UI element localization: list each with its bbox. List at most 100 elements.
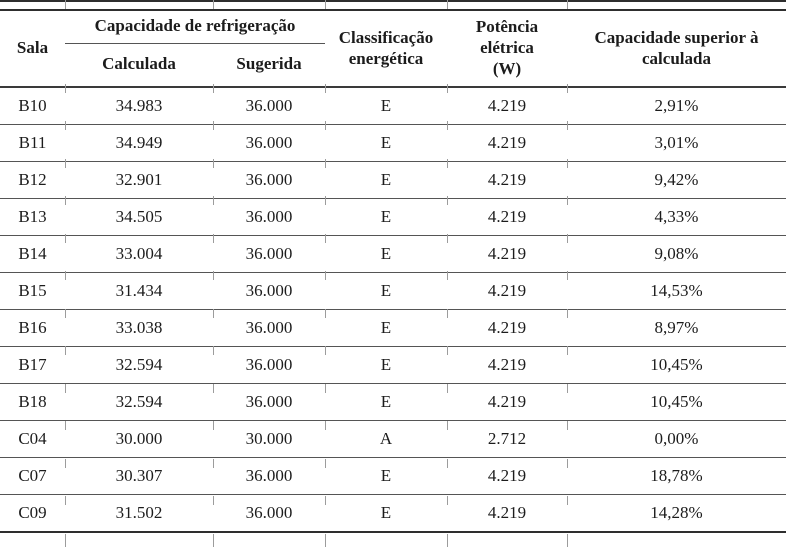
column-header-potencia-eletrica: Potência elétrica (W) [447, 10, 567, 88]
cell-capacidade-superior: 8,97% [567, 309, 786, 347]
column-boundary-tick [65, 121, 66, 130]
column-group-capacidade-refrigeracao: Capacidade de refrigeração [65, 10, 325, 44]
column-boundary-tick [447, 196, 448, 205]
cell-classificacao-energetica: E [325, 346, 447, 384]
table-header: Sala Capacidade de refrigeração Classifi… [0, 10, 786, 88]
column-boundary-tick [325, 233, 326, 243]
cell-capacidade-calculada: 34.983 [65, 86, 213, 125]
column-boundary-tick [447, 346, 448, 355]
table-row: C04 30.000 30.000 A 2.712 0,00% [0, 420, 786, 458]
cell-classificacao-energetica: E [325, 124, 447, 162]
column-boundary-tick [447, 121, 448, 130]
cell-sala: C07 [0, 457, 65, 495]
cell-classificacao-energetica: E [325, 161, 447, 199]
cell-capacidade-sugerida: 36.000 [213, 309, 325, 347]
cell-potencia-eletrica: 4.219 [447, 124, 567, 162]
cell-capacidade-calculada: 33.038 [65, 309, 213, 347]
column-boundary-tick [65, 158, 66, 168]
cell-capacidade-superior: 4,33% [567, 198, 786, 236]
cell-potencia-eletrica: 4.219 [447, 457, 567, 495]
column-boundary-tick [65, 233, 66, 243]
cell-capacidade-sugerida: 36.000 [213, 272, 325, 310]
cell-capacidade-sugerida: 36.000 [213, 457, 325, 495]
column-boundary-tick [567, 496, 568, 505]
column-boundary-tick [447, 458, 448, 468]
cell-sala: C04 [0, 420, 65, 458]
table-body: B10 34.983 36.000 E 4.219 2,91% B11 34.9… [0, 86, 786, 532]
table-row: C07 30.307 36.000 E 4.219 18,78% [0, 457, 786, 495]
cell-classificacao-energetica: E [325, 494, 447, 532]
cell-classificacao-energetica: A [325, 420, 447, 458]
column-boundary-tick [325, 308, 326, 318]
cell-potencia-eletrica: 4.219 [447, 161, 567, 199]
column-boundary-tick [447, 158, 448, 168]
column-boundary-tick [213, 308, 214, 318]
cell-potencia-eletrica: 4.219 [447, 86, 567, 125]
column-boundary-tick [325, 121, 326, 130]
column-boundary-tick [447, 421, 448, 430]
column-boundary-tick [213, 383, 214, 393]
column-boundary-tick [447, 271, 448, 280]
column-boundary-tick [325, 0, 326, 9]
cell-sala: B18 [0, 383, 65, 421]
cell-potencia-eletrica: 4.219 [447, 235, 567, 273]
cell-capacidade-superior: 3,01% [567, 124, 786, 162]
table-row: B10 34.983 36.000 E 4.219 2,91% [0, 86, 786, 125]
column-boundary-tick [567, 233, 568, 243]
cell-capacidade-sugerida: 30.000 [213, 420, 325, 458]
cell-classificacao-energetica: E [325, 198, 447, 236]
table-row: B17 32.594 36.000 E 4.219 10,45% [0, 346, 786, 384]
cell-potencia-eletrica: 4.219 [447, 309, 567, 347]
column-boundary-tick [213, 196, 214, 205]
column-boundary-tick [65, 308, 66, 318]
column-boundary-tick [325, 534, 326, 547]
cell-capacidade-sugerida: 36.000 [213, 161, 325, 199]
column-boundary-tick [447, 0, 448, 9]
cell-capacidade-calculada: 32.901 [65, 161, 213, 199]
cell-potencia-eletrica: 4.219 [447, 383, 567, 421]
column-boundary-tick [65, 383, 66, 393]
column-header-sala: Sala [0, 10, 65, 88]
cell-classificacao-energetica: E [325, 235, 447, 273]
column-boundary-tick [447, 496, 448, 505]
table-row: B12 32.901 36.000 E 4.219 9,42% [0, 161, 786, 199]
column-boundary-tick [447, 308, 448, 318]
cell-capacidade-calculada: 31.502 [65, 494, 213, 532]
cell-sala: C09 [0, 494, 65, 532]
column-boundary-tick [447, 534, 448, 547]
column-boundary-tick [567, 346, 568, 355]
column-header-sugerida: Sugerida [213, 43, 325, 88]
column-boundary-tick [213, 83, 214, 93]
cell-potencia-eletrica: 4.219 [447, 272, 567, 310]
table-row: B11 34.949 36.000 E 4.219 3,01% [0, 124, 786, 162]
column-boundary-tick [447, 233, 448, 243]
cell-capacidade-superior: 10,45% [567, 383, 786, 421]
column-boundary-tick [325, 196, 326, 205]
column-boundary-tick [213, 458, 214, 468]
cell-capacidade-superior: 14,53% [567, 272, 786, 310]
column-boundary-tick [567, 458, 568, 468]
column-header-classificacao-energetica: Classificação energética [325, 10, 447, 88]
cell-capacidade-superior: 0,00% [567, 420, 786, 458]
cell-sala: B12 [0, 161, 65, 199]
cell-capacidade-superior: 9,08% [567, 235, 786, 273]
cell-sala: B10 [0, 86, 65, 125]
column-boundary-tick [213, 0, 214, 9]
column-boundary-tick [567, 158, 568, 168]
cell-classificacao-energetica: E [325, 383, 447, 421]
table-row: B15 31.434 36.000 E 4.219 14,53% [0, 272, 786, 310]
column-boundary-tick [325, 383, 326, 393]
column-header-capacidade-superior: Capacidade superior à calculada [567, 10, 786, 88]
table-row: C09 31.502 36.000 E 4.219 14,28% [0, 494, 786, 532]
cell-capacidade-superior: 2,91% [567, 86, 786, 125]
column-boundary-tick [325, 83, 326, 93]
column-boundary-tick [567, 0, 568, 9]
refrigeration-capacity-table: Sala Capacidade de refrigeração Classifi… [0, 9, 786, 533]
column-boundary-tick [213, 121, 214, 130]
cell-potencia-eletrica: 4.219 [447, 346, 567, 384]
column-boundary-tick [325, 271, 326, 280]
column-header-calculada: Calculada [65, 43, 213, 88]
column-boundary-tick [65, 0, 66, 9]
cell-sala: B15 [0, 272, 65, 310]
column-boundary-tick [567, 121, 568, 130]
